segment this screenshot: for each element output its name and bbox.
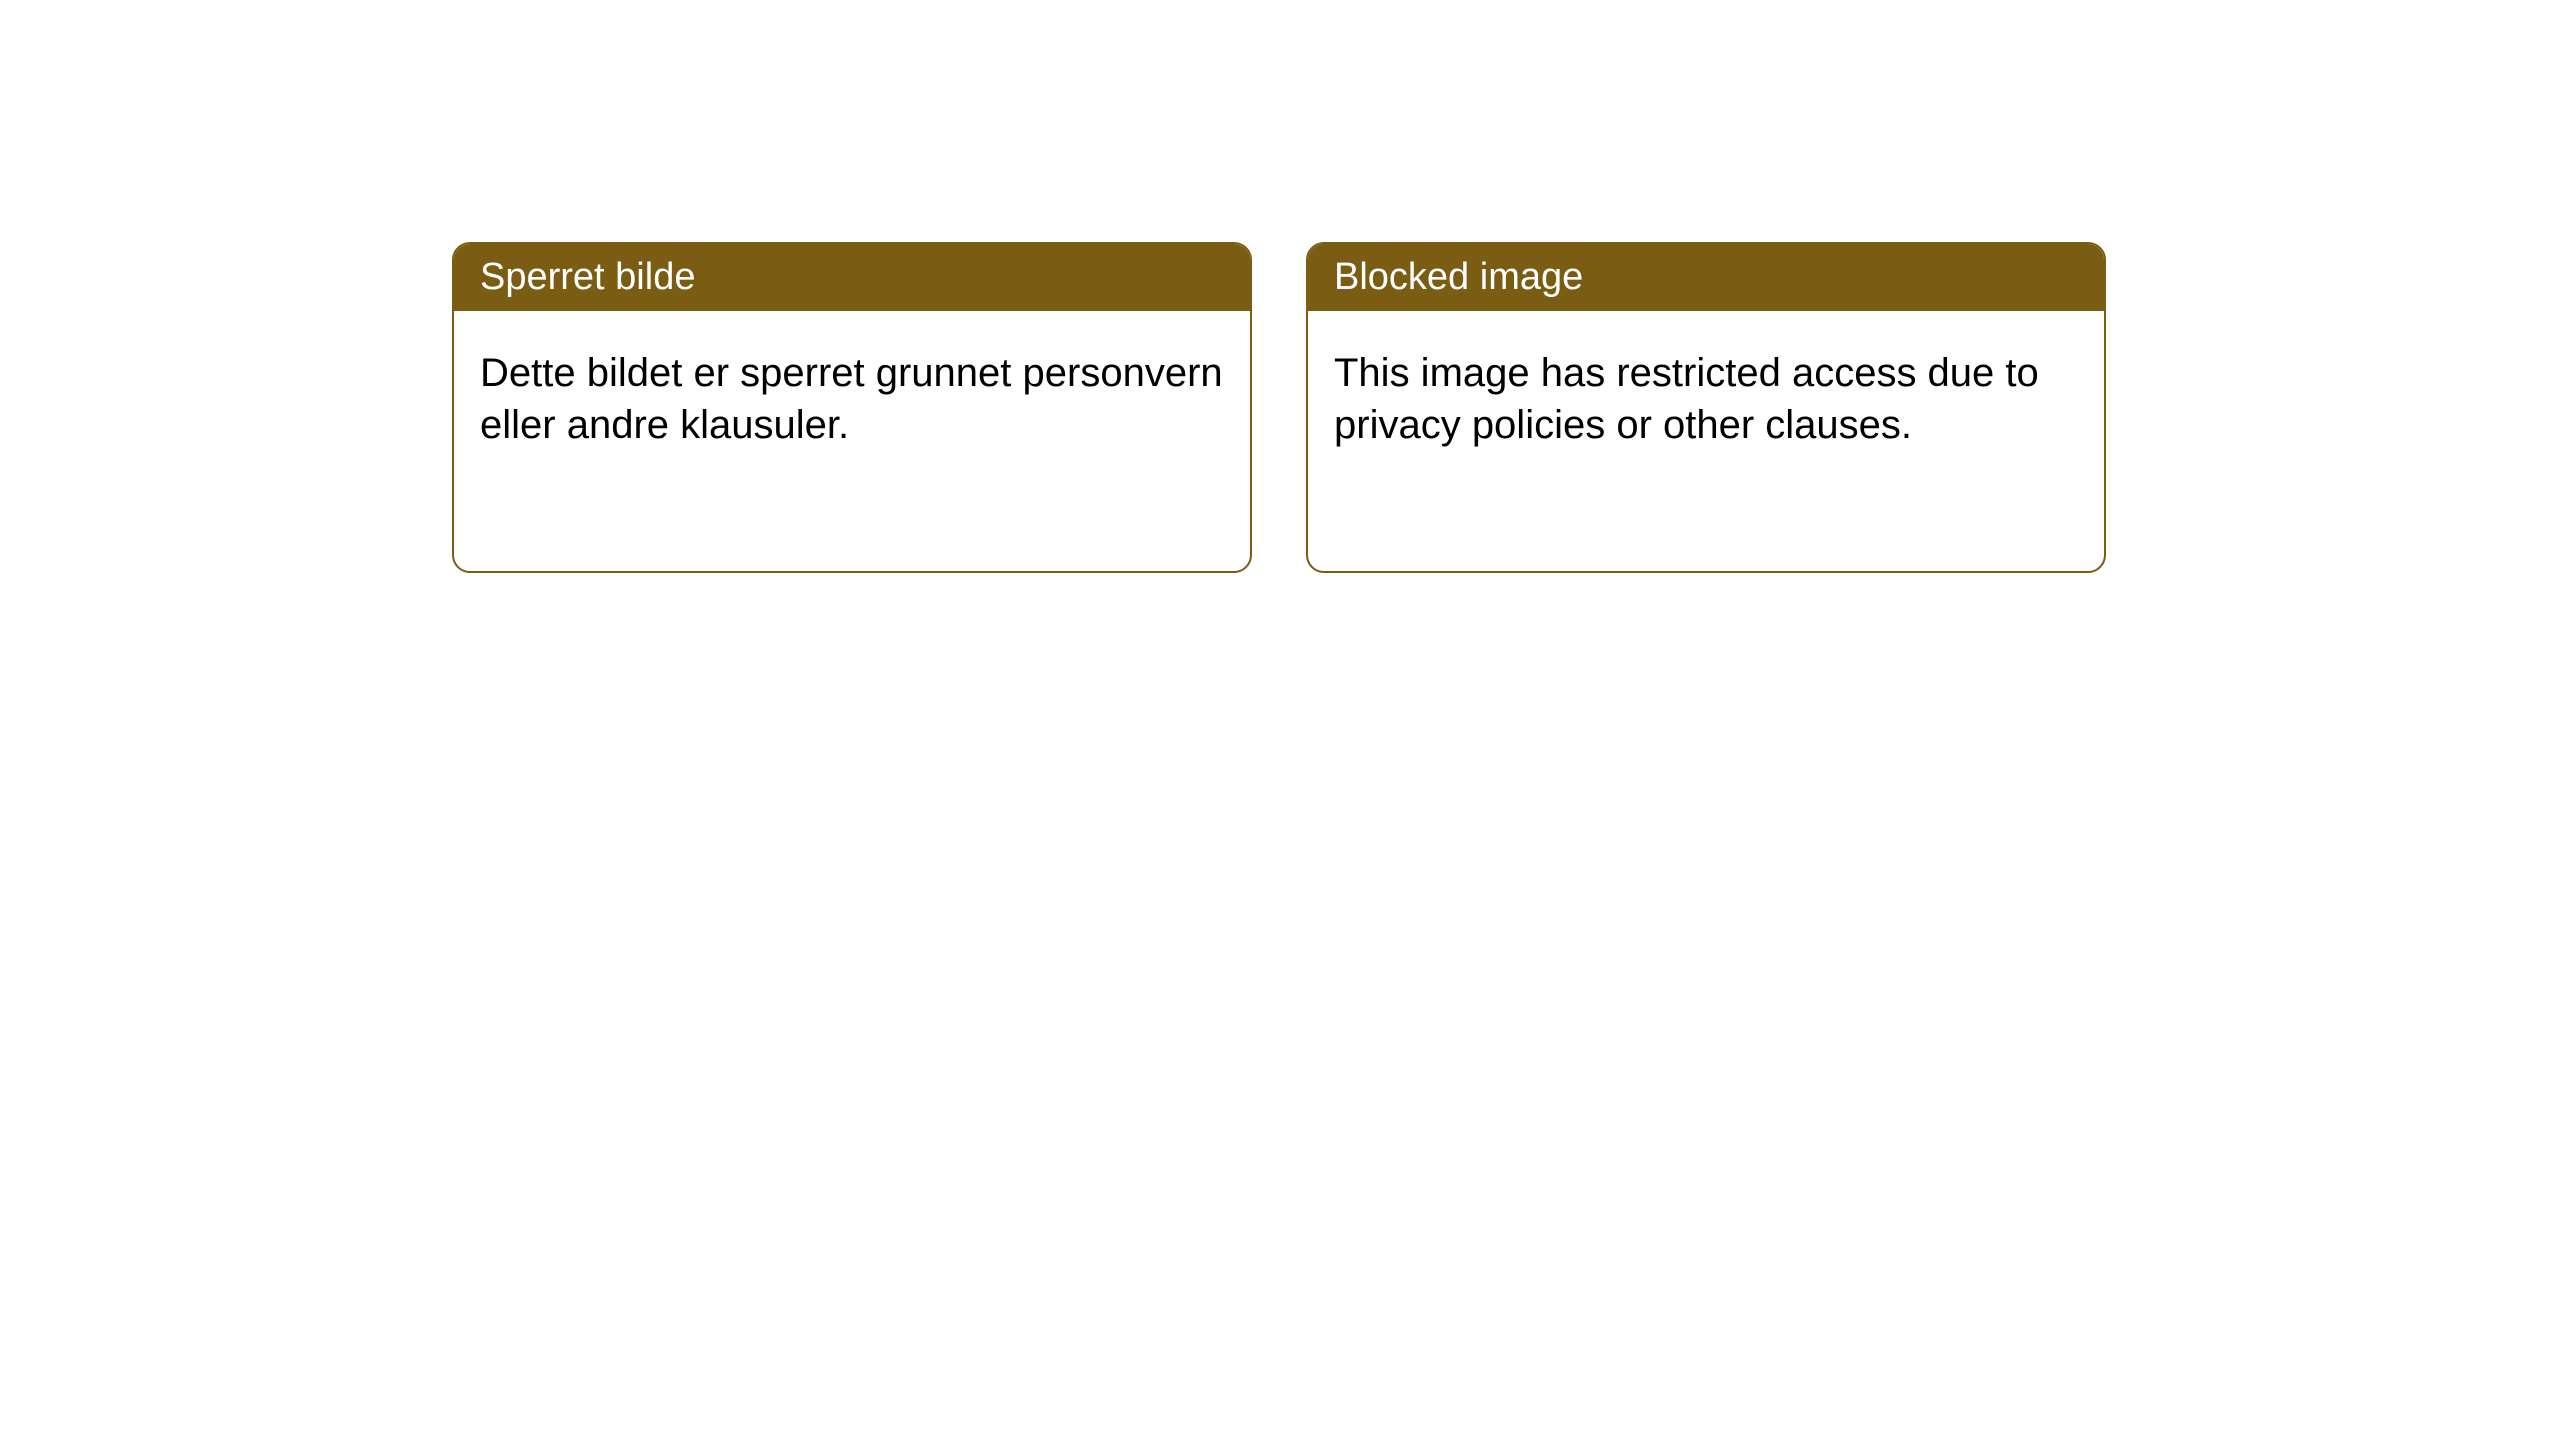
- card-message: This image has restricted access due to …: [1334, 351, 2039, 447]
- card-body: Dette bildet er sperret grunnet personve…: [454, 311, 1250, 571]
- blocked-image-card-en: Blocked image This image has restricted …: [1306, 242, 2106, 573]
- card-title: Sperret bilde: [480, 256, 695, 298]
- card-body: This image has restricted access due to …: [1308, 311, 2104, 571]
- card-title: Blocked image: [1334, 256, 1583, 298]
- cards-container: Sperret bilde Dette bildet er sperret gr…: [452, 242, 2106, 573]
- card-header: Sperret bilde: [454, 244, 1250, 311]
- blocked-image-card-no: Sperret bilde Dette bildet er sperret gr…: [452, 242, 1252, 573]
- card-message: Dette bildet er sperret grunnet personve…: [480, 351, 1223, 447]
- card-header: Blocked image: [1308, 244, 2104, 311]
